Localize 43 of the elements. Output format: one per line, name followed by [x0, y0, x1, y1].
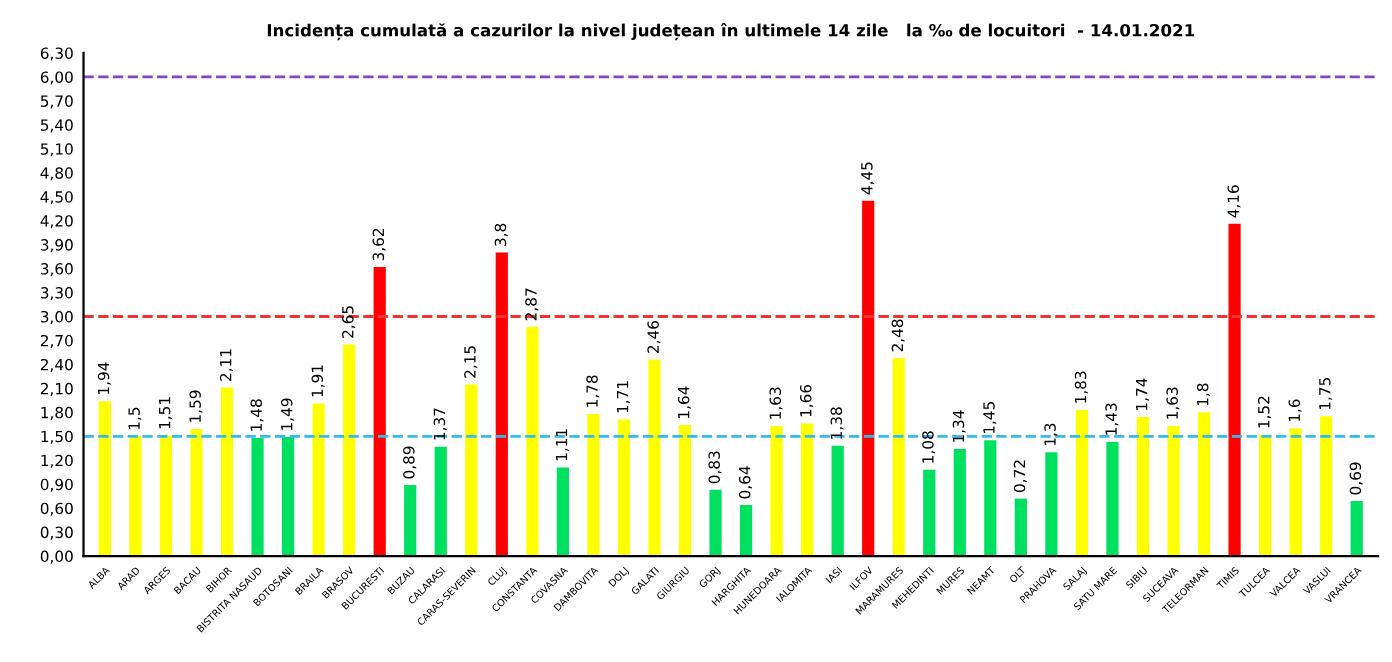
bar: [1014, 498, 1027, 557]
bar: [770, 425, 783, 557]
bar: [1289, 428, 1302, 557]
bar: [404, 485, 417, 557]
bar: [1259, 434, 1272, 557]
bar: [1075, 409, 1089, 557]
bar: [1136, 417, 1150, 557]
bar: [862, 200, 875, 557]
bar: [678, 425, 692, 557]
bar: [892, 358, 905, 557]
bar: [465, 384, 478, 557]
bar: [739, 504, 753, 557]
bar: [343, 344, 356, 557]
bar: [129, 436, 142, 557]
bar: [526, 326, 539, 557]
bar: [648, 359, 661, 557]
bar: [98, 401, 111, 557]
bar: [984, 440, 997, 557]
bar: [1197, 412, 1211, 557]
bar: [434, 446, 447, 557]
bar: [556, 467, 569, 557]
bar: [617, 419, 631, 557]
bar: [1045, 452, 1058, 557]
chart-title: Incidența cumulată a cazurilor la nivel județean în ultimele 14 zile la ‰ de locuitori - 14.01.2021: [267, 22, 1195, 41]
bar: [831, 445, 844, 557]
bar: [801, 423, 814, 557]
bar: [159, 435, 173, 557]
bar: [281, 437, 295, 557]
bar: [587, 413, 600, 557]
bar: [1106, 441, 1119, 557]
bar: [312, 403, 325, 557]
bar: [1228, 223, 1241, 557]
bar: [1350, 500, 1363, 557]
bar: [1167, 425, 1180, 557]
bar: [251, 437, 264, 557]
bar: [190, 429, 203, 557]
bar: [709, 489, 722, 557]
bar: [373, 266, 386, 557]
bar: [953, 449, 966, 557]
bar: [1320, 416, 1333, 557]
bar: [495, 252, 508, 557]
bar: [220, 387, 234, 557]
bar: [923, 469, 936, 557]
